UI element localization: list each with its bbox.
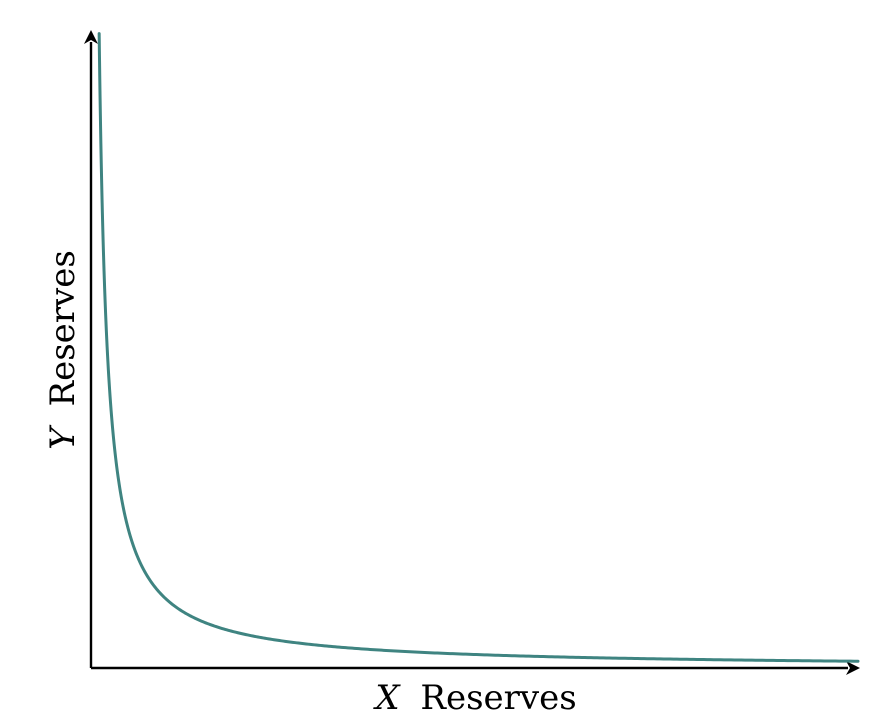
y-axis-arrow — [84, 30, 98, 44]
x-axis-label-var: X — [372, 678, 401, 718]
x-axis-label-text: Reserves — [420, 678, 576, 718]
series-line-0 — [97, 32, 860, 663]
x-axis-arrow — [846, 661, 860, 675]
y-axis-label: Y Reserves — [43, 250, 83, 450]
x-axis-label: X Reserves — [372, 678, 576, 718]
y-axis-label-text: Reserves — [43, 250, 83, 406]
series-layer — [97, 32, 860, 663]
y-axis-label-var: Y — [43, 424, 83, 450]
